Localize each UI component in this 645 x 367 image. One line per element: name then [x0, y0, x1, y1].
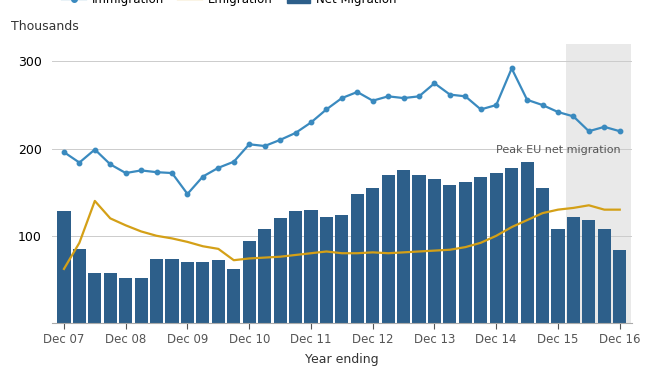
Bar [551, 229, 564, 323]
Bar [258, 229, 271, 323]
Bar [566, 44, 631, 323]
Bar [181, 262, 194, 323]
Bar [490, 173, 503, 323]
Bar [428, 179, 441, 323]
Bar [273, 218, 286, 323]
Bar [443, 185, 457, 323]
Bar [598, 229, 611, 323]
Bar [135, 278, 148, 323]
Text: Thousands: Thousands [11, 20, 79, 33]
Bar [304, 210, 317, 323]
Bar [613, 250, 626, 323]
Bar [536, 188, 549, 323]
Bar [150, 259, 163, 323]
Bar [57, 211, 70, 323]
Bar [351, 194, 364, 323]
Bar [567, 217, 580, 323]
Bar [104, 273, 117, 323]
Bar [582, 220, 595, 323]
Bar [320, 217, 333, 323]
Bar [474, 177, 488, 323]
Bar [366, 188, 379, 323]
Bar [88, 273, 101, 323]
Bar [335, 215, 348, 323]
Bar [243, 241, 256, 323]
Bar [397, 170, 410, 323]
Bar [521, 162, 533, 323]
Text: Peak EU net migration: Peak EU net migration [496, 145, 621, 155]
Bar [196, 262, 210, 323]
X-axis label: Year ending: Year ending [305, 353, 379, 366]
Bar [212, 260, 225, 323]
Bar [289, 211, 302, 323]
Bar [459, 182, 472, 323]
Bar [227, 269, 241, 323]
Bar [505, 168, 518, 323]
Bar [166, 259, 179, 323]
Bar [413, 175, 426, 323]
Legend: Immigration, Emigration, Net Migration: Immigration, Emigration, Net Migration [57, 0, 401, 11]
Bar [382, 175, 395, 323]
Bar [119, 278, 132, 323]
Bar [73, 249, 86, 323]
